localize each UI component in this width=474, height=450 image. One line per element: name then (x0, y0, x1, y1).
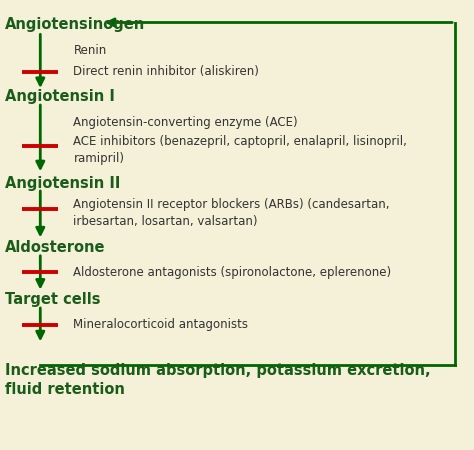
Text: Aldosterone antagonists (spironolactone, eplerenone): Aldosterone antagonists (spironolactone,… (73, 266, 392, 279)
Text: Angiotensin-converting enzyme (ACE): Angiotensin-converting enzyme (ACE) (73, 117, 298, 129)
Text: Direct renin inhibitor (aliskiren): Direct renin inhibitor (aliskiren) (73, 66, 259, 78)
Text: Increased sodium absorption, potassium excretion,
fluid retention: Increased sodium absorption, potassium e… (5, 364, 430, 397)
Text: Aldosterone: Aldosterone (5, 240, 105, 255)
Text: Mineralocorticoid antagonists: Mineralocorticoid antagonists (73, 319, 248, 331)
Text: Angiotensin II receptor blockers (ARBs) (candesartan,
irbesartan, losartan, vals: Angiotensin II receptor blockers (ARBs) … (73, 198, 390, 228)
Text: Angiotensin I: Angiotensin I (5, 89, 115, 104)
Text: Angiotensinogen: Angiotensinogen (5, 17, 145, 32)
Text: Renin: Renin (73, 44, 107, 57)
Text: Target cells: Target cells (5, 292, 100, 307)
Text: Angiotensin II: Angiotensin II (5, 176, 120, 191)
Text: ACE inhibitors (benazepril, captopril, enalapril, lisinopril,
ramipril): ACE inhibitors (benazepril, captopril, e… (73, 135, 407, 165)
